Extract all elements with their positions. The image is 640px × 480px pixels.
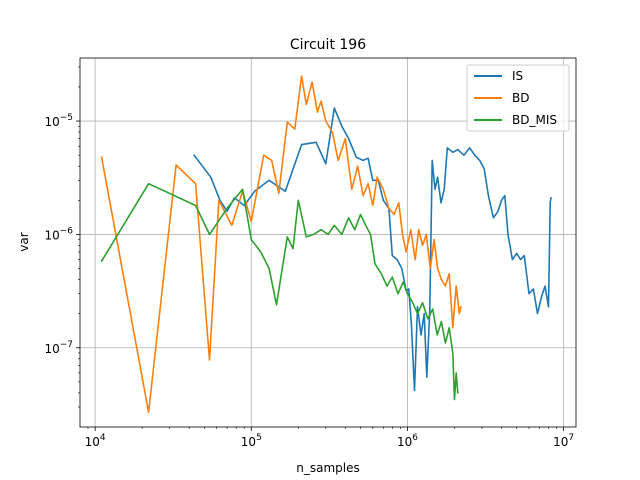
y-tick-label: 10−5 [44, 113, 73, 129]
x-tick-label: 105 [241, 433, 262, 449]
y-tick-label: 10−6 [44, 226, 73, 242]
legend-label-bd-mis: BD_MIS [512, 113, 557, 127]
series-line-bd-mis [100, 182, 459, 401]
legend: IS BD BD_MIS [466, 64, 570, 132]
y-axis-label: var [17, 232, 31, 251]
legend-box [466, 64, 570, 132]
x-tick-label: 106 [397, 433, 418, 449]
series-line-is [192, 107, 552, 392]
x-axis-label: n_samples [296, 461, 360, 475]
x-tick-label: 107 [553, 433, 574, 449]
tick-layer: 104 105 106 107 10−7 10−6 10−5 [44, 66, 574, 449]
x-tick-label: 104 [85, 433, 106, 449]
series-layer [100, 75, 552, 414]
series-line-bd [100, 75, 462, 414]
y-tick-label: 10−7 [44, 340, 73, 356]
chart-title: Circuit 196 [290, 37, 366, 53]
plot-area-frame [79, 57, 577, 428]
legend-label-bd: BD [512, 91, 529, 105]
legend-label-is: IS [512, 69, 523, 83]
